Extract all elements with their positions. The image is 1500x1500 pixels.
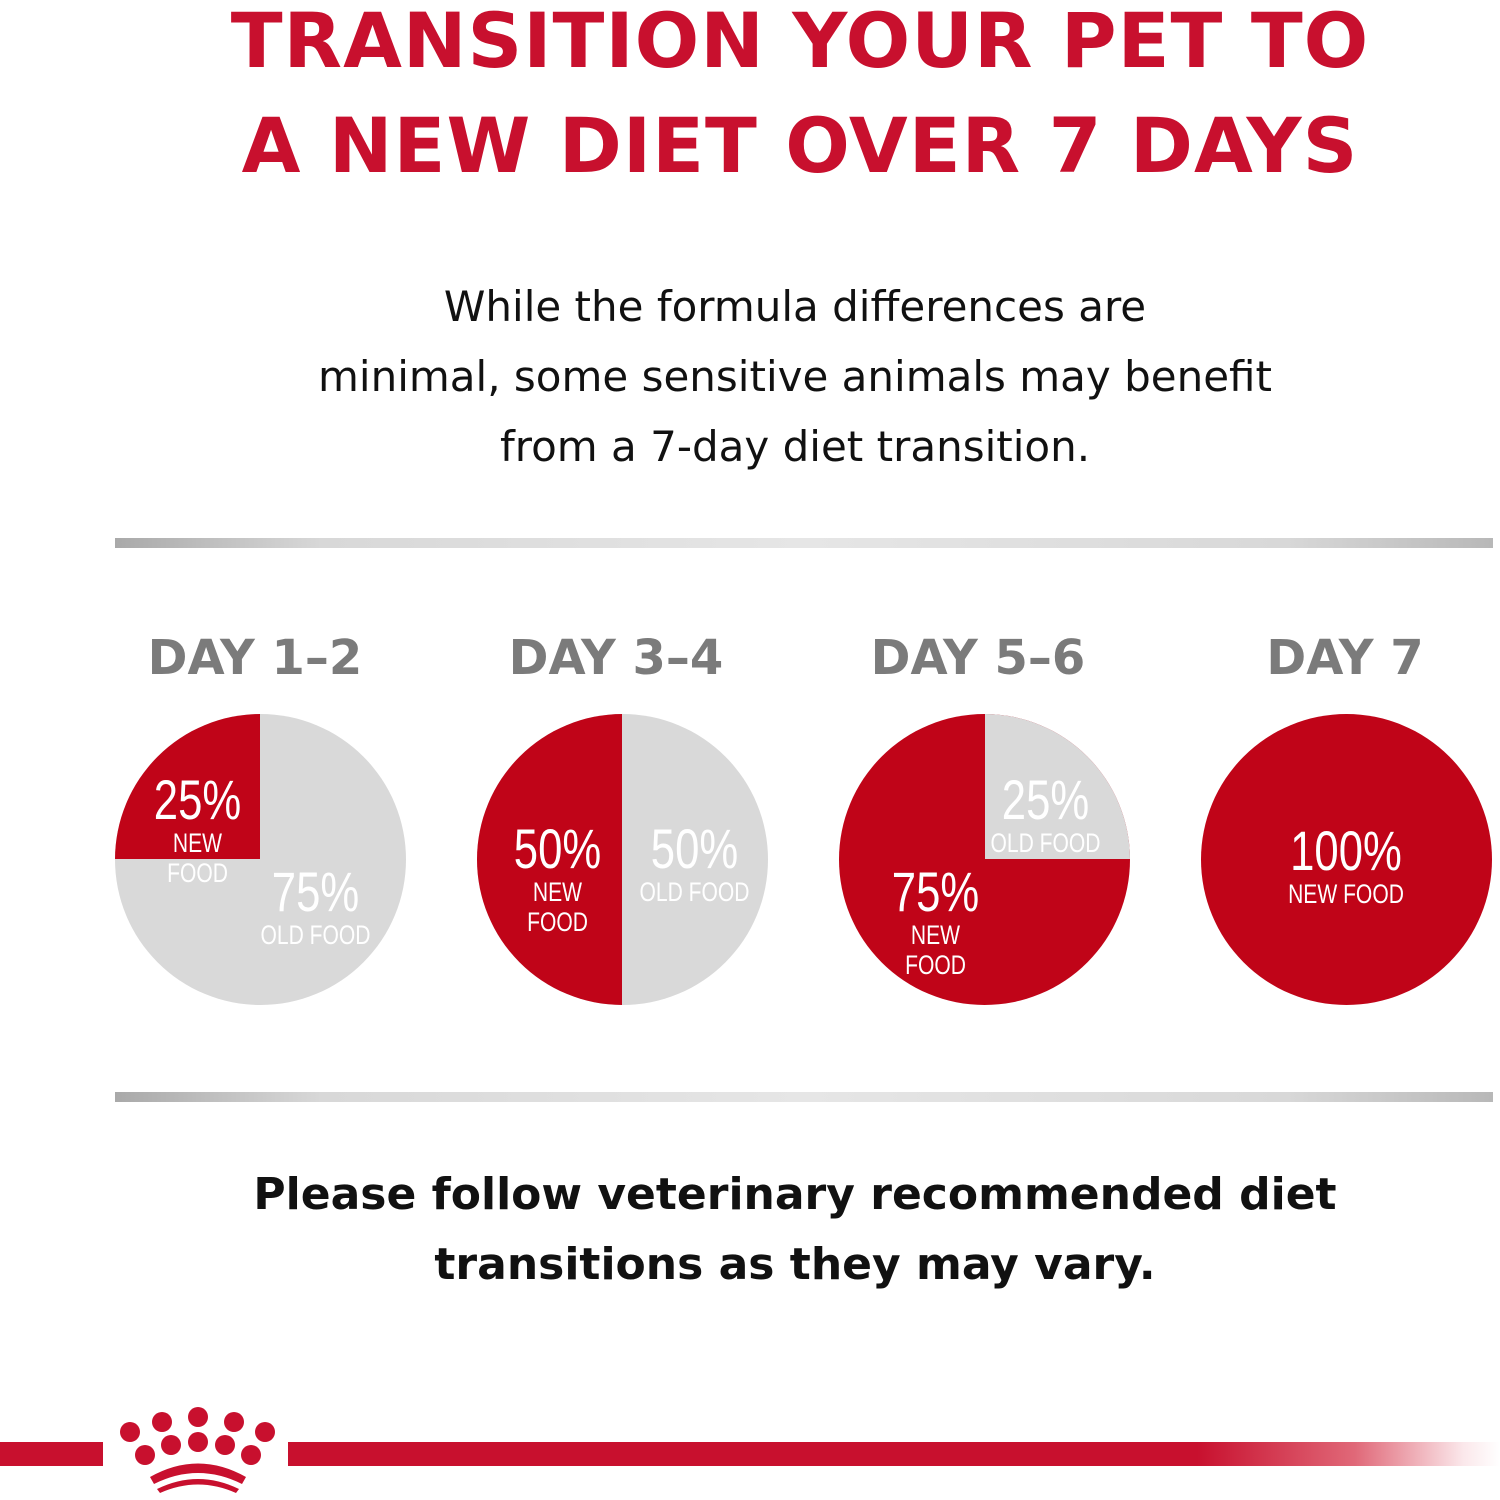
brand-bar-left (0, 1442, 103, 1466)
pie-day-7: 100% NEW FOOD (1201, 714, 1492, 1005)
slice-new-food (477, 714, 622, 1005)
footer-note: Please follow veterinary recommended die… (200, 1160, 1390, 1300)
page-title-line-2: A NEW DIET OVER 7 DAYS (241, 101, 1359, 190)
page-title-line-1: TRANSITION YOUR PET TO (230, 0, 1370, 85)
day-label-3-4: DAY 3–4 (508, 630, 724, 686)
old-food-label: 25% OLD FOOD (990, 768, 1101, 859)
intro-line-1: While the formula differences are (443, 282, 1147, 331)
brand-bar-right (288, 1442, 1500, 1466)
intro-text: While the formula differences are minima… (200, 272, 1390, 482)
old-food-label: 75% OLD FOOD (260, 860, 371, 951)
pie-day-5-6: 25% OLD FOOD 75% NEW FOOD (839, 714, 1130, 1005)
slice-old-food (985, 714, 1130, 859)
footer-line-1: Please follow veterinary recommended die… (253, 1169, 1337, 1220)
new-food-label: 25% NEW FOOD (153, 768, 242, 889)
old-food-label: 50% OLD FOOD (639, 817, 750, 908)
bottom-divider (115, 1092, 1493, 1102)
crown-icon (120, 1407, 275, 1493)
new-food-label: 50% NEW FOOD (513, 817, 602, 938)
new-food-label: 100% NEW FOOD (1288, 819, 1404, 910)
slice-new-food (115, 714, 260, 859)
day-label-5-6: DAY 5–6 (870, 630, 1086, 686)
day-label-7: DAY 7 (1266, 630, 1424, 686)
new-food-label: 75% NEW FOOD (891, 860, 980, 981)
pie-day-1-2: 25% NEW FOOD 75% OLD FOOD (115, 714, 406, 1005)
top-divider (115, 538, 1493, 548)
intro-line-2: minimal, some sensitive animals may bene… (318, 352, 1272, 401)
day-label-1-2: DAY 1–2 (147, 630, 363, 686)
intro-line-3: from a 7-day diet transition. (499, 422, 1091, 471)
footer-line-2: transitions as they may vary. (434, 1239, 1156, 1290)
pie-day-3-4: 50% NEW FOOD 50% OLD FOOD (477, 714, 768, 1005)
